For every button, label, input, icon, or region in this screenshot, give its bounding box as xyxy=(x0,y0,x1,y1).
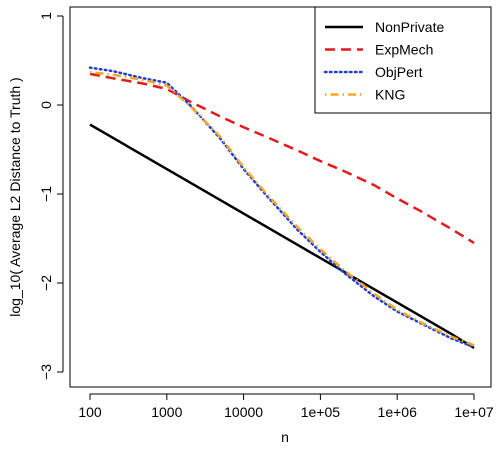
y-axis: −3 −2 −1 0 1 xyxy=(38,12,64,380)
legend-label-objpert: ObjPert xyxy=(375,64,423,80)
plot-area xyxy=(69,6,492,388)
x-axis-label: n xyxy=(281,429,289,445)
legend-label-expmech: ExpMech xyxy=(375,42,433,58)
legend-label-kng: KNG xyxy=(375,87,405,103)
y-tick-label: 0 xyxy=(38,101,54,109)
y-tick-label: −2 xyxy=(38,275,54,291)
x-tick-label: 1000 xyxy=(151,404,182,420)
legend: NonPrivate ExpMech ObjPert KNG xyxy=(314,6,492,114)
series-line-nonprivate xyxy=(89,123,475,350)
series-line-expmech xyxy=(89,72,475,245)
x-tick-label: 1e+06 xyxy=(378,404,418,420)
y-axis-label: log_10( Average L2 Distance to Truth ) xyxy=(7,77,23,316)
x-tick-label: 1e+07 xyxy=(454,404,494,420)
series-layer xyxy=(88,66,476,350)
x-tick-label: 100 xyxy=(78,404,102,420)
x-tick-label: 1e+05 xyxy=(301,404,341,420)
y-tick-label: −3 xyxy=(38,364,54,380)
y-tick-label: −1 xyxy=(38,186,54,202)
x-tick-label: 10000 xyxy=(224,404,263,420)
legend-label-nonprivate: NonPrivate xyxy=(375,19,444,35)
y-tick-label: 1 xyxy=(38,12,54,20)
series-line-kng xyxy=(89,70,475,347)
legend-box xyxy=(314,6,492,114)
x-axis: 100 1000 10000 1e+05 1e+06 1e+07 xyxy=(78,393,494,420)
